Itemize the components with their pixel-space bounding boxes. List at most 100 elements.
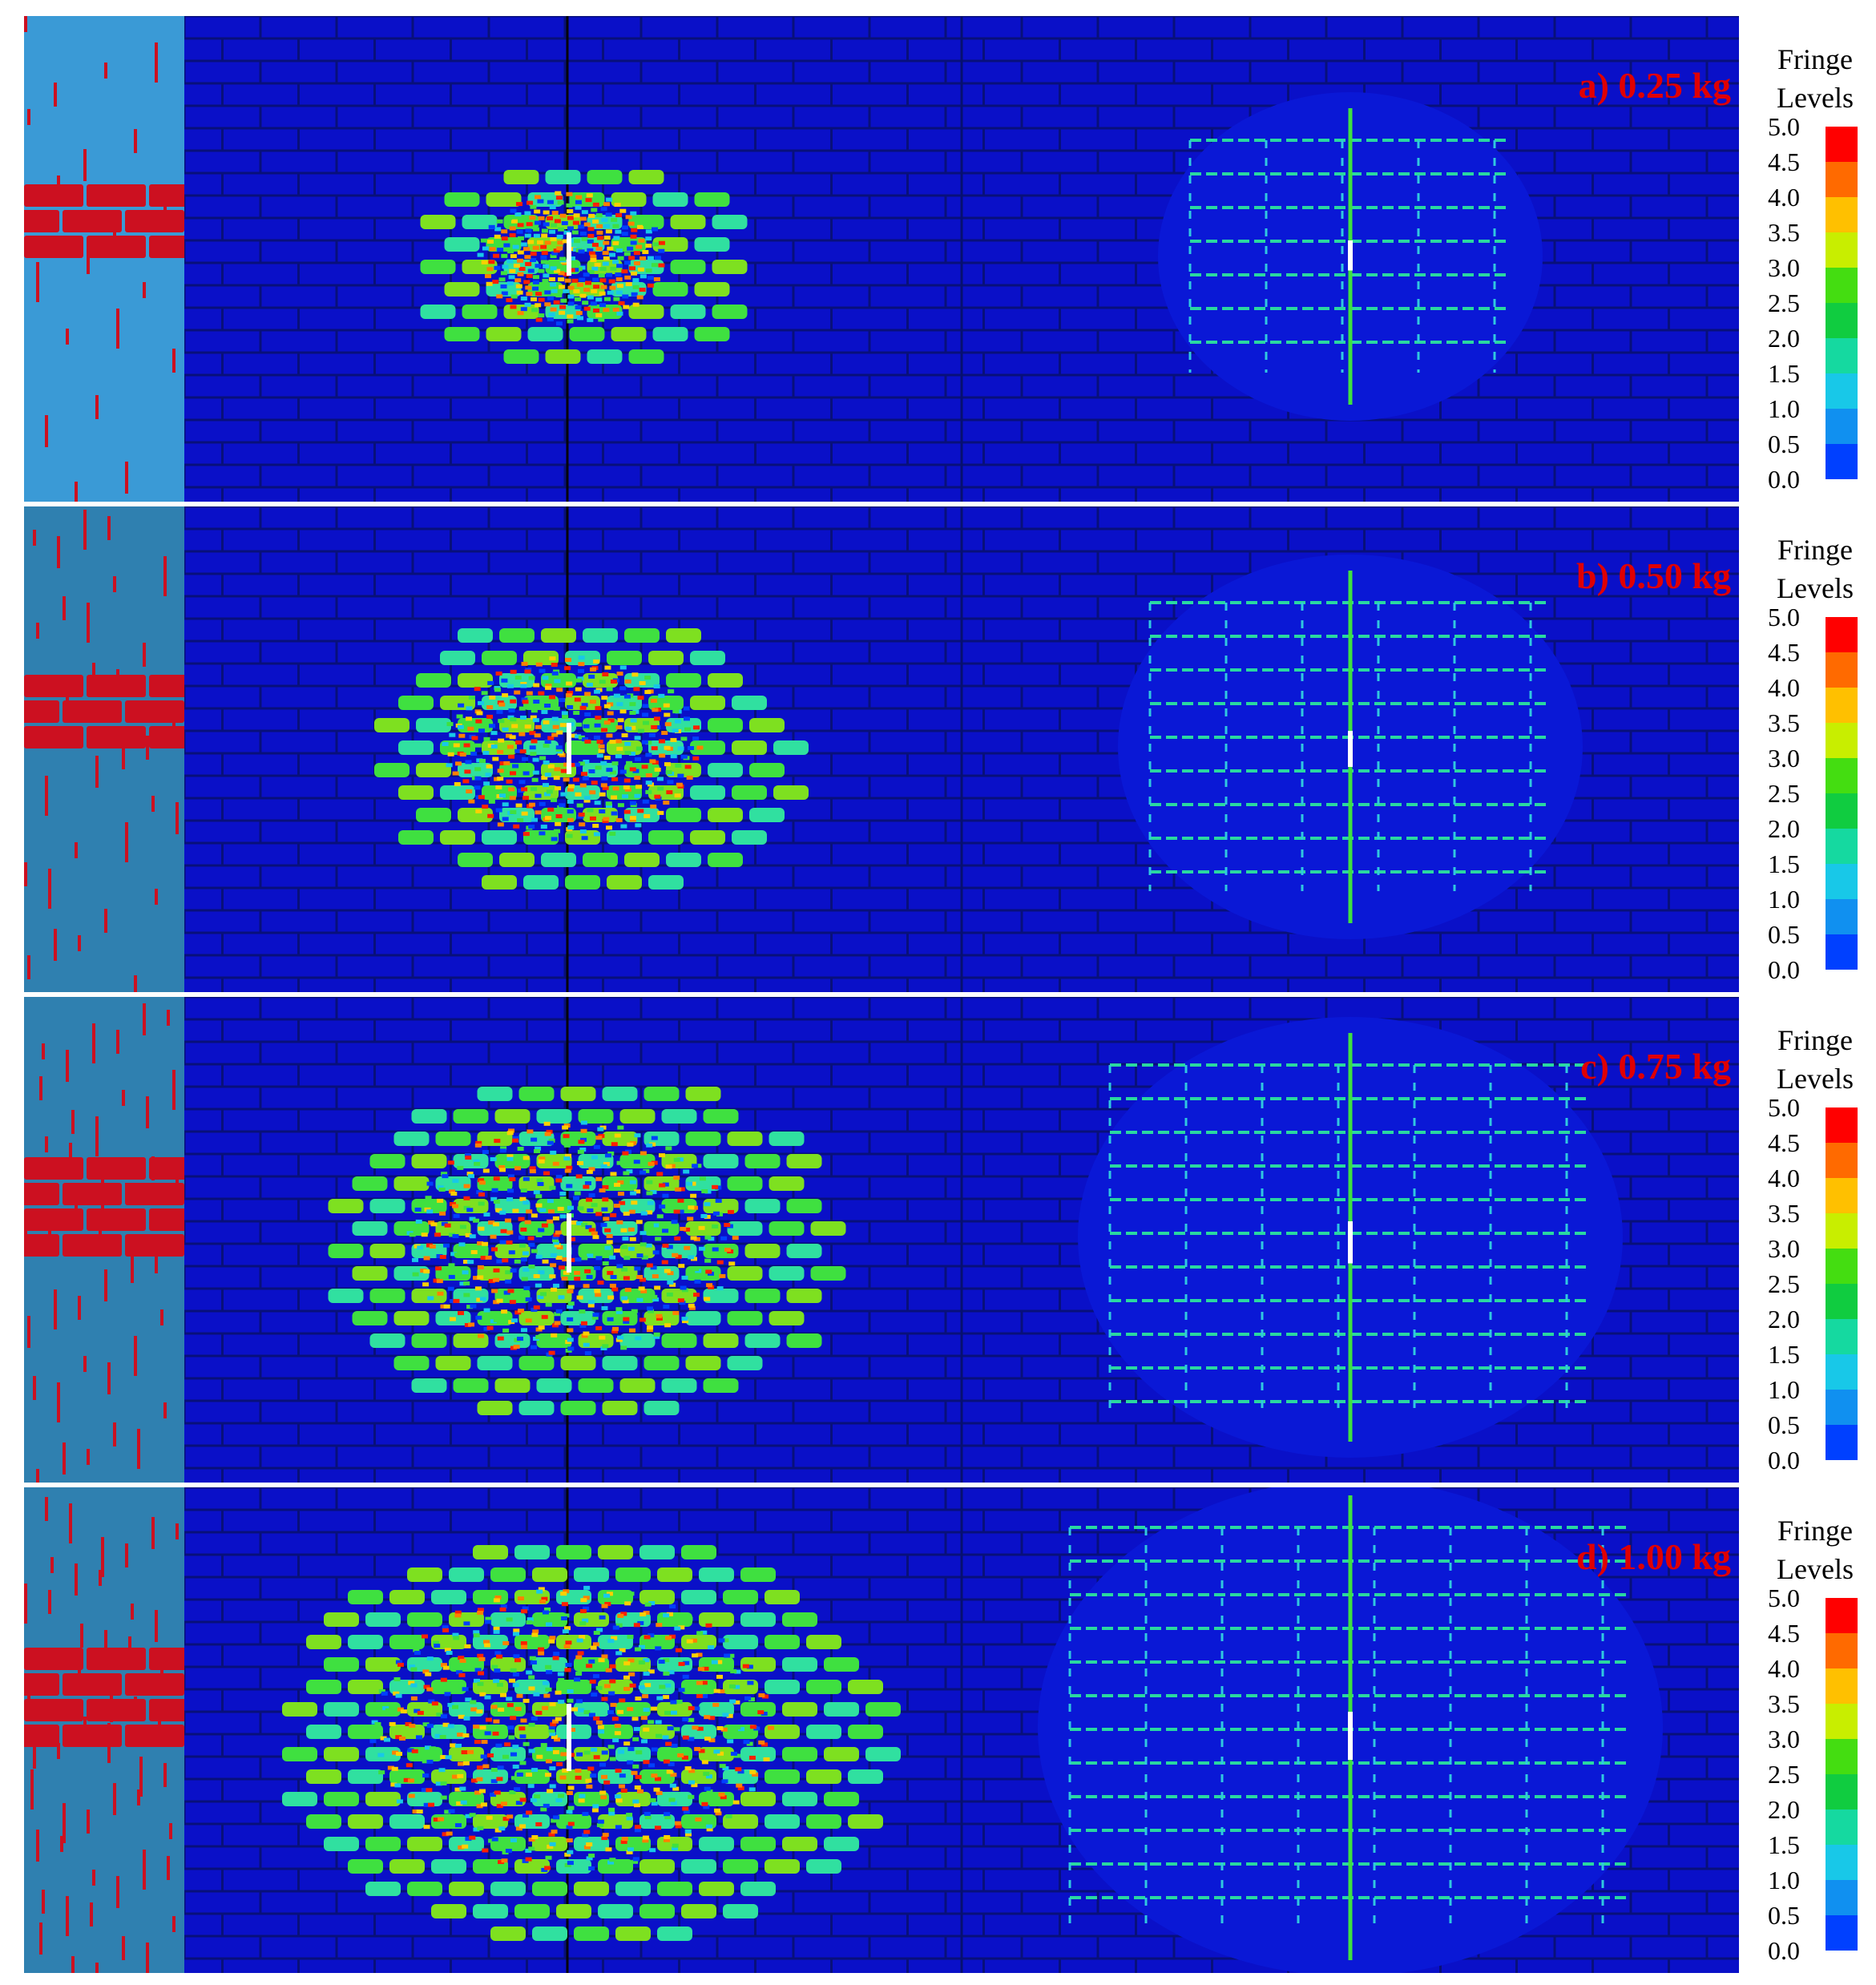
legend-swatch (1826, 338, 1858, 373)
legend-title-line2: Levels (1777, 82, 1854, 114)
panel-b: b) 0.50 kg Fringe Levels 5.0 4.5 4.0 3.5 3.0 2.5… (0, 506, 1876, 992)
legend-swatch (1826, 1668, 1858, 1704)
legend-swatch (1826, 1915, 1858, 1951)
legend-swatch (1826, 232, 1858, 268)
legend-swatch (1826, 1390, 1858, 1425)
legend-swatch (1826, 409, 1858, 444)
legend-tick-label: 1.0 (1768, 1375, 1800, 1404)
legend-title: Fringe Levels (1755, 1021, 1875, 1098)
legend-tick-label: 3.0 (1768, 253, 1800, 282)
side-section-view (24, 1487, 184, 1973)
legend-tick-label: 0.5 (1768, 1901, 1800, 1930)
fringe-contour-plot (184, 16, 1739, 502)
legend-swatch (1826, 617, 1858, 652)
legend-tick-label: 3.0 (1768, 744, 1800, 773)
fringe-levels-legend: Fringe Levels 5.0 4.5 4.0 3.5 3.0 2.5 2.0 1.5 1.0 0… (1747, 531, 1875, 995)
legend-title-line1: Fringe (1777, 1515, 1853, 1547)
legend-swatch (1826, 197, 1858, 232)
legend-swatch (1826, 127, 1858, 162)
legend-tick-label: 3.5 (1768, 1689, 1800, 1718)
legend-tick-label: 1.5 (1768, 849, 1800, 878)
legend-color-bar (1826, 127, 1858, 479)
fringe-contour-plot (184, 506, 1739, 992)
panel-label: c) 0.75 kg (1580, 1046, 1731, 1087)
legend-swatch (1826, 1107, 1858, 1143)
legend-tick-label: 1.0 (1768, 394, 1800, 423)
legend-swatch (1826, 688, 1858, 723)
legend-tick-label: 0.0 (1768, 465, 1800, 494)
panel-label: d) 1.00 kg (1576, 1536, 1731, 1577)
panel-a: a) 0.25 kg Fringe Levels 5.0 4.5 4.0 3.5 3.0 2.5… (0, 16, 1876, 502)
legend-swatch (1826, 1880, 1858, 1915)
legend-title: Fringe Levels (1755, 1511, 1875, 1588)
panel-c: c) 0.75 kg Fringe Levels 5.0 4.5 4.0 3.5 3.0 2.5… (0, 997, 1876, 1483)
panel-label: b) 0.50 kg (1576, 555, 1731, 596)
legend-swatch (1826, 1143, 1858, 1178)
legend-tick-label: 4.5 (1768, 1619, 1800, 1648)
legend-swatch (1826, 1845, 1858, 1880)
legend-swatch (1826, 1633, 1858, 1668)
legend-title-line1: Fringe (1777, 43, 1853, 75)
panel-d: d) 1.00 kg Fringe Levels 5.0 4.5 4.0 3.5 3.0 2.5… (0, 1487, 1876, 1973)
legend-tick-label: 1.5 (1768, 359, 1800, 388)
legend-swatch (1826, 1354, 1858, 1390)
legend-swatch (1826, 1739, 1858, 1774)
legend-tick-label: 0.5 (1768, 430, 1800, 458)
legend-color-bar (1826, 1598, 1858, 1951)
legend-tick-label: 2.0 (1768, 1795, 1800, 1824)
legend-tick-label: 3.5 (1768, 218, 1800, 247)
legend-swatch (1826, 1774, 1858, 1809)
legend-swatch (1826, 1213, 1858, 1249)
side-section-view (24, 506, 184, 992)
legend-color-bar (1826, 617, 1858, 970)
legend-tick-label: 4.5 (1768, 1128, 1800, 1157)
legend-title-line1: Fringe (1777, 534, 1853, 566)
legend-tick-label: 2.5 (1768, 288, 1800, 317)
legend-tick-label: 2.0 (1768, 814, 1800, 843)
legend-tick-label: 2.5 (1768, 779, 1800, 808)
legend-tick-label: 2.5 (1768, 1760, 1800, 1789)
legend-swatch (1826, 1704, 1858, 1739)
legend-tick-label: 4.0 (1768, 673, 1800, 702)
legend-swatch (1826, 1598, 1858, 1633)
legend-swatch (1826, 934, 1858, 970)
legend-swatch (1826, 373, 1858, 409)
legend-tick-label: 1.5 (1768, 1830, 1800, 1859)
legend-tick-label: 1.0 (1768, 1866, 1800, 1894)
legend-tick-label: 1.5 (1768, 1340, 1800, 1369)
legend-swatch (1826, 793, 1858, 829)
legend-tick-label: 2.0 (1768, 324, 1800, 353)
legend-tick-label: 0.5 (1768, 1410, 1800, 1439)
legend-swatch (1826, 723, 1858, 758)
legend-tick-label: 4.0 (1768, 1654, 1800, 1683)
legend-tick-label: 0.0 (1768, 1446, 1800, 1475)
legend-tick-label: 1.0 (1768, 885, 1800, 914)
legend-tick-label: 2.0 (1768, 1305, 1800, 1333)
legend-tick-label: 5.0 (1768, 1584, 1800, 1612)
legend-title-line2: Levels (1777, 572, 1854, 604)
legend-tick-label: 0.0 (1768, 955, 1800, 984)
legend-swatch (1826, 758, 1858, 793)
panel-label: a) 0.25 kg (1578, 65, 1731, 106)
legend-tick-label: 3.5 (1768, 708, 1800, 737)
legend-swatch (1826, 303, 1858, 338)
legend-tick-label: 3.0 (1768, 1234, 1800, 1263)
legend-title-line2: Levels (1777, 1553, 1854, 1585)
legend-tick-label: 4.0 (1768, 183, 1800, 212)
fringe-levels-legend: Fringe Levels 5.0 4.5 4.0 3.5 3.0 2.5 2.0 1.5 1.0 0… (1747, 1021, 1875, 1486)
fringe-levels-legend: Fringe Levels 5.0 4.5 4.0 3.5 3.0 2.5 2.0 1.5 1.0 0… (1747, 1511, 1875, 1976)
legend-title: Fringe Levels (1755, 531, 1875, 607)
legend-swatch (1826, 1809, 1858, 1845)
legend-swatch (1826, 864, 1858, 899)
legend-swatch (1826, 1319, 1858, 1354)
legend-tick-label: 5.0 (1768, 603, 1800, 631)
legend-swatch (1826, 1178, 1858, 1213)
legend-swatch (1826, 652, 1858, 688)
legend-tick-label: 4.0 (1768, 1164, 1800, 1192)
legend-title: Fringe Levels (1755, 40, 1875, 117)
legend-color-bar (1826, 1107, 1858, 1460)
side-section-view (24, 997, 184, 1483)
legend-tick-label: 5.0 (1768, 1093, 1800, 1122)
side-section-view (24, 16, 184, 502)
fringe-contour-plot (184, 1487, 1739, 1973)
